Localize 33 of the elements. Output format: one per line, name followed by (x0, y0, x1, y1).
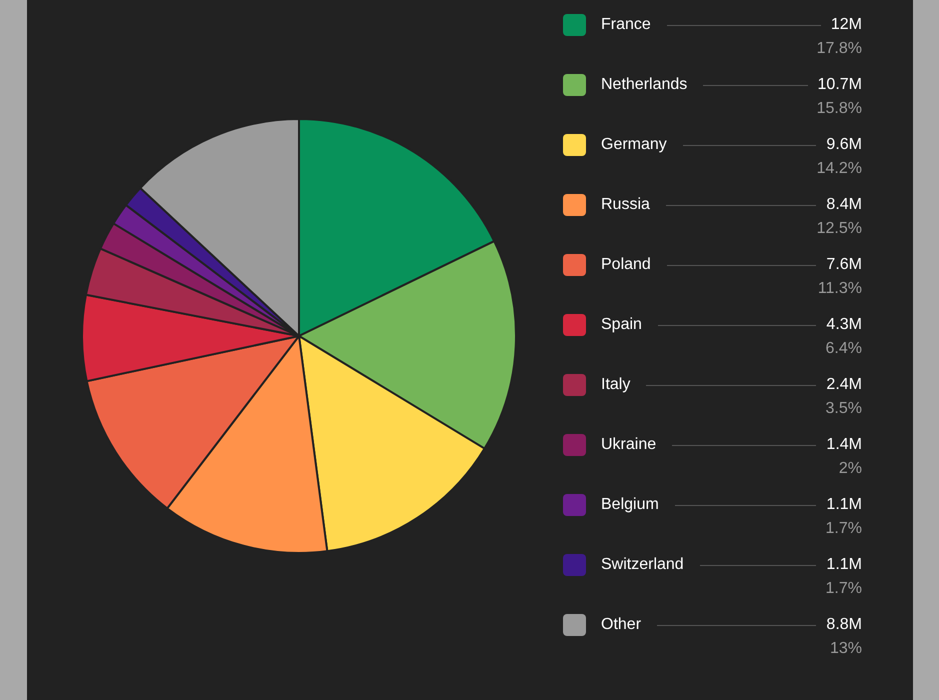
legend-label: Switzerland (601, 556, 684, 574)
data-label: 1.1M (826, 556, 862, 574)
legend-label: Russia (601, 196, 650, 214)
data-label: 1.4M (826, 436, 862, 454)
data-label: 8.4M (826, 196, 862, 214)
legend-label: Poland (601, 256, 651, 274)
data-label: 2.4M (826, 376, 862, 394)
legend-label: Other (601, 616, 642, 634)
text: 13% (830, 640, 862, 657)
text: 14.2% (816, 160, 862, 177)
data-label: 4.3M (826, 316, 862, 334)
data-label: 12M (830, 16, 862, 34)
legend-label: Germany (601, 136, 667, 154)
legend-label: Ukraine (601, 436, 656, 454)
data-label: 10.7M (818, 76, 862, 94)
legend-label: France (601, 16, 651, 34)
data-label: 7.6M (826, 256, 862, 274)
text: 1.7% (826, 580, 862, 597)
text: 15.8% (816, 100, 862, 117)
text: 11.3% (818, 280, 862, 297)
legend-label: Netherlands (601, 76, 688, 94)
text: 6.4% (826, 340, 862, 357)
legend-label: Spain (601, 316, 642, 334)
text: 17.8% (816, 40, 862, 57)
text: 1.7% (826, 520, 862, 537)
text: 3.5% (826, 400, 862, 417)
data-label: 8.8M (826, 616, 862, 634)
text: 12.5% (816, 220, 862, 237)
data-label: 9.6M (826, 136, 862, 154)
text: 2% (838, 460, 862, 477)
legend-label: Belgium (601, 496, 659, 514)
legend-label: Italy (601, 376, 630, 394)
data-label: 1.1M (826, 496, 862, 514)
